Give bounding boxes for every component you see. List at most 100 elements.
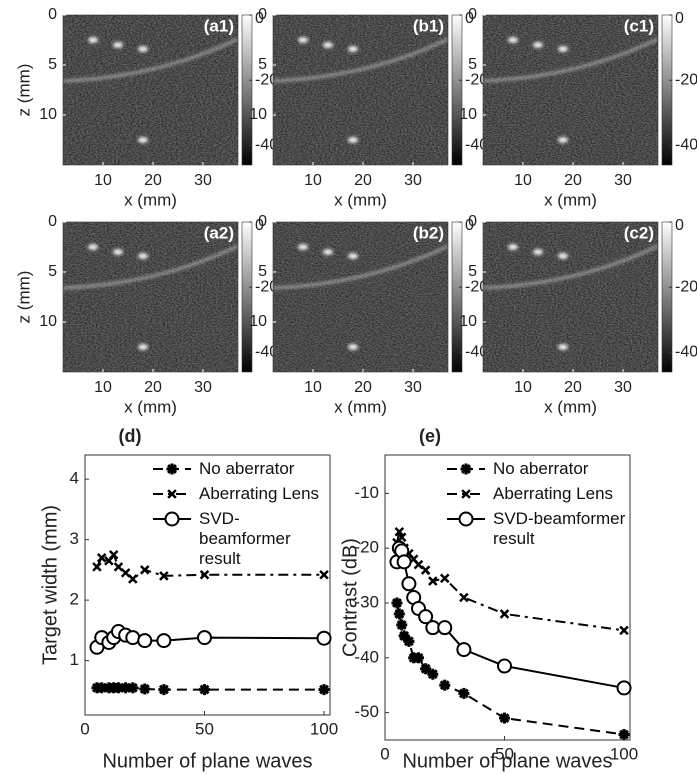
y-tick-label: 3	[70, 529, 79, 548]
marker	[393, 608, 405, 620]
y-tick-label: 0	[258, 213, 267, 230]
marker-circle	[401, 576, 417, 592]
y-tick-label: -50	[354, 702, 379, 721]
marker-stroke	[413, 559, 424, 570]
y-tick-label: 4	[70, 469, 79, 488]
x-axis-label: x (mm)	[124, 190, 177, 209]
y-tick-label: 5	[258, 56, 267, 73]
marker	[125, 630, 141, 646]
target	[348, 137, 358, 143]
marker-stroke	[427, 669, 438, 680]
image-features	[62, 244, 239, 350]
x-tick-label: 30	[614, 379, 632, 396]
y-tick-label: 5	[48, 263, 57, 280]
x-tick-label: 10	[514, 172, 532, 189]
marker	[319, 569, 329, 580]
marker	[497, 658, 513, 674]
target	[138, 344, 148, 350]
x-tick-label: 20	[354, 172, 372, 189]
target	[558, 46, 568, 52]
panel-label: (c2)	[624, 223, 654, 242]
marker	[159, 571, 169, 581]
marker	[499, 609, 510, 619]
target	[298, 37, 308, 43]
layer	[62, 244, 239, 290]
marker	[158, 684, 170, 696]
target	[88, 37, 98, 43]
marker-circle	[456, 642, 472, 658]
target	[533, 42, 543, 48]
colorbar	[241, 14, 253, 166]
y-tick-label: 10	[249, 313, 267, 330]
x-tick-label: 0	[380, 744, 389, 763]
marker	[318, 684, 330, 696]
layer	[482, 244, 659, 290]
legend-label: Aberrating Lens	[199, 484, 320, 503]
colorbar	[451, 221, 463, 373]
image-features	[272, 244, 449, 350]
image-speckle	[483, 15, 658, 165]
x-tick-label: 10	[304, 172, 322, 189]
marker-stroke	[319, 684, 329, 695]
x-axis-label: x (mm)	[544, 190, 597, 209]
colorbar-tick-label: -40	[255, 344, 278, 361]
legend-label: Aberrating Lens	[493, 484, 614, 503]
colorbar	[451, 14, 463, 166]
marker-stroke	[461, 489, 471, 499]
x-axis-label: Number of plane waves	[102, 750, 312, 772]
marker	[618, 729, 630, 741]
panel-label: (a1)	[204, 16, 234, 35]
target	[298, 244, 308, 250]
target	[88, 244, 98, 250]
x-tick-label: 10	[514, 379, 532, 396]
marker	[156, 633, 172, 649]
panel-label: (b2)	[413, 223, 444, 242]
target	[348, 46, 358, 52]
image-frame	[62, 14, 239, 166]
marker	[458, 511, 474, 527]
target	[508, 37, 518, 43]
colorbar-tick-label: -40	[465, 344, 488, 361]
marker-stroke	[139, 565, 150, 575]
marker-stroke	[459, 592, 469, 603]
marker-stroke	[158, 684, 169, 695]
marker-stroke	[439, 680, 450, 691]
marker-stroke	[392, 598, 402, 608]
target	[533, 249, 543, 255]
chart-title: (d)	[119, 426, 142, 446]
marker	[113, 562, 124, 572]
layer	[272, 37, 449, 83]
marker	[401, 576, 417, 592]
colorbar-tick-label: 0	[255, 217, 264, 234]
colorbar-tick-label: 0	[255, 10, 264, 27]
marker-stroke	[619, 625, 629, 636]
marker	[391, 597, 403, 609]
marker	[127, 682, 139, 694]
y-tick-label: 10	[459, 313, 477, 330]
target	[138, 137, 148, 143]
marker	[167, 489, 177, 499]
colorbar-tick-label: -20	[255, 278, 278, 295]
colorbar	[661, 14, 673, 166]
x-axis-label: x (mm)	[334, 190, 387, 209]
marker-circle	[497, 658, 513, 674]
x-tick-label: 20	[144, 379, 162, 396]
x-tick-label: 20	[144, 172, 162, 189]
panel-label: (a2)	[204, 223, 234, 242]
marker-circle	[156, 633, 172, 649]
marker-circle	[164, 511, 180, 527]
x-tick-label: 10	[94, 172, 112, 189]
panel-label: (c1)	[624, 16, 654, 35]
x-tick-label: 30	[194, 379, 212, 396]
marker	[164, 511, 180, 527]
marker-stroke	[396, 619, 407, 630]
marker-circle	[616, 680, 632, 696]
marker	[619, 625, 629, 636]
x-tick-label: 30	[404, 172, 422, 189]
marker-stroke	[619, 729, 629, 740]
colorbar-tick-label: -40	[465, 137, 488, 154]
legend-label: No aberrator	[199, 459, 295, 478]
legend-label: No aberrator	[493, 459, 589, 478]
x-tick-label: 50	[195, 719, 214, 738]
